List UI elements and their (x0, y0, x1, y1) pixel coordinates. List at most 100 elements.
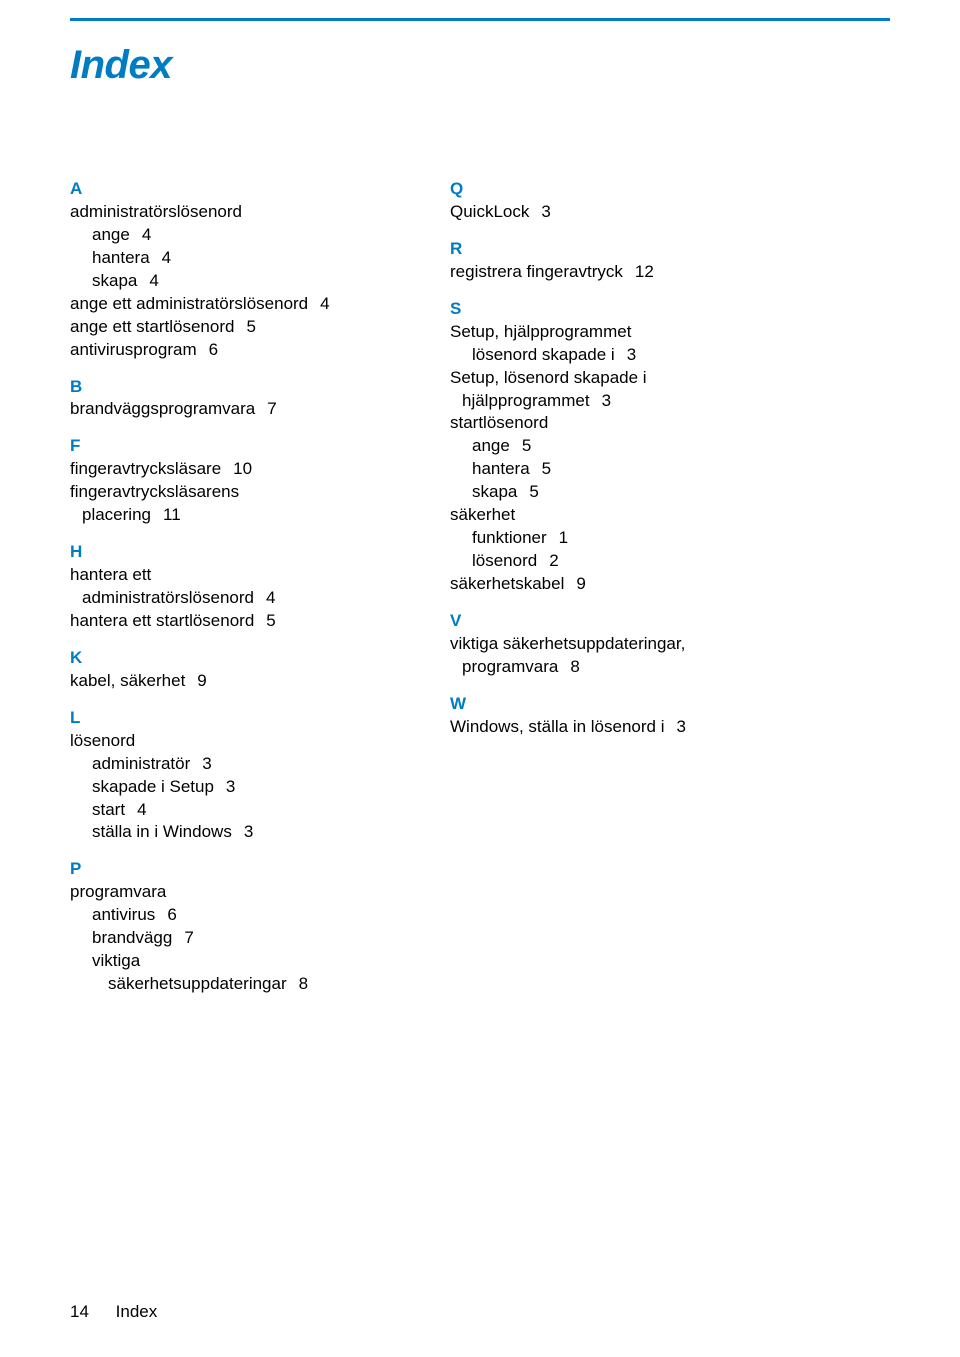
index-letter: W (450, 693, 770, 716)
index-entry-text: säkerhetsuppdateringar (108, 974, 287, 993)
index-entry-text: skapa (92, 271, 137, 290)
index-entry: skapade i Setup 3 (70, 776, 390, 799)
index-entry-page: 4 (266, 588, 275, 607)
index-entry-page: 9 (576, 574, 585, 593)
index-columns: Aadministratörslösenordange4hantera4skap… (70, 178, 890, 996)
index-entry-page: 9 (197, 671, 206, 690)
index-entry-text: administratörslösenord (70, 202, 242, 221)
index-entry-text: antivirusprogram (70, 340, 197, 359)
index-entry-text: kabel, säkerhet (70, 671, 185, 690)
index-entry: ange 4 (70, 224, 390, 247)
index-letter: R (450, 238, 770, 261)
index-entry-text: registrera fingeravtryck (450, 262, 623, 281)
index-entry: fingeravtrycksläsare10 (70, 458, 390, 481)
index-entry: administratör3 (70, 753, 390, 776)
index-entry-text: fingeravtrycksläsare (70, 459, 221, 478)
index-entry: skapa 5 (450, 481, 770, 504)
index-entry-text: start (92, 800, 125, 819)
index-entry-text: säkerhetskabel (450, 574, 564, 593)
index-entry-text: Windows, ställa in lösenord i (450, 717, 664, 736)
index-entry-text: hantera ett (70, 565, 151, 584)
index-entry: placering 11 (70, 504, 390, 527)
index-entry-page: 5 (246, 317, 255, 336)
index-letter: K (70, 647, 390, 670)
index-entry: antivirusprogram 6 (70, 339, 390, 362)
index-entry-text: skapade i Setup (92, 777, 214, 796)
footer-label: Index (116, 1302, 158, 1321)
index-letter: B (70, 376, 390, 399)
index-entry: ange ett administratörslösenord 4 (70, 293, 390, 316)
index-entry-text: hjälpprogrammet (450, 391, 590, 410)
index-entry-text: Setup, lösenord skapade i (450, 368, 647, 387)
index-letter: S (450, 298, 770, 321)
index-entry-page: 8 (299, 974, 308, 993)
index-entry-page: 3 (541, 202, 550, 221)
index-entry-text: brandväggsprogramvara (70, 399, 255, 418)
index-entry-page: 3 (202, 754, 211, 773)
index-entry-text: hantera (92, 248, 150, 267)
index-entry: brandvägg 7 (70, 927, 390, 950)
index-entry-text: lösenord (472, 551, 537, 570)
index-entry: programvara8 (450, 656, 770, 679)
index-entry-text: startlösenord (450, 413, 548, 432)
index-entry-text: placering (70, 505, 151, 524)
index-entry: lösenord 2 (450, 550, 770, 573)
index-entry-page: 7 (184, 928, 193, 947)
index-entry-text: viktiga säkerhetsuppdateringar, (450, 634, 685, 653)
index-entry-text: hantera (472, 459, 530, 478)
index-entry-page: 5 (542, 459, 551, 478)
index-entry: säkerhetskabel 9 (450, 573, 770, 596)
index-entry-page: 4 (142, 225, 151, 244)
index-entry-text: ange (92, 225, 130, 244)
index-entry: administratörslösenord4 (70, 587, 390, 610)
index-entry-text: ställa in i Windows (92, 822, 232, 841)
index-letter: P (70, 858, 390, 881)
index-entry-page: 4 (320, 294, 329, 313)
index-entry-page: 6 (167, 905, 176, 924)
index-entry: startlösenord (450, 412, 770, 435)
index-entry-page: 5 (529, 482, 538, 501)
index-entry: Setup, lösenord skapade i (450, 367, 770, 390)
index-entry: start 4 (70, 799, 390, 822)
index-entry-text: ange ett administratörslösenord (70, 294, 308, 313)
index-entry: lösenord (70, 730, 390, 753)
index-entry-page: 4 (137, 800, 146, 819)
index-entry: viktiga säkerhetsuppdateringar, (450, 633, 770, 656)
footer: 14 Index (70, 1302, 157, 1322)
index-entry: hantera ett (70, 564, 390, 587)
index-entry-page: 5 (266, 611, 275, 630)
index-entry: fingeravtrycksläsarens (70, 481, 390, 504)
index-entry-page: 2 (549, 551, 558, 570)
index-entry-page: 4 (162, 248, 171, 267)
index-entry-page: 12 (635, 262, 654, 281)
index-entry-text: säkerhet (450, 505, 515, 524)
index-entry: brandväggsprogramvara 7 (70, 398, 390, 421)
index-entry: viktiga (70, 950, 390, 973)
index-entry-text: QuickLock (450, 202, 529, 221)
index-letter: A (70, 178, 390, 201)
index-entry: hjälpprogrammet 3 (450, 390, 770, 413)
index-column-2: QQuickLock3Rregistrera fingeravtryck12SS… (450, 178, 770, 996)
index-entry-page: 8 (570, 657, 579, 676)
index-entry-text: brandvägg (92, 928, 172, 947)
index-entry: säkerhet (450, 504, 770, 527)
page-title: Index (70, 43, 890, 88)
top-rule (70, 18, 890, 21)
index-entry: lösenord skapade i3 (450, 344, 770, 367)
index-letter: H (70, 541, 390, 564)
index-entry-page: 3 (226, 777, 235, 796)
index-entry-text: ange ett startlösenord (70, 317, 234, 336)
index-letter: V (450, 610, 770, 633)
index-entry-page: 7 (267, 399, 276, 418)
index-entry-text: hantera ett startlösenord (70, 611, 254, 630)
index-entry-text: funktioner (472, 528, 547, 547)
index-entry-page: 3 (627, 345, 636, 364)
index-entry: Setup, hjälpprogrammet (450, 321, 770, 344)
index-entry-text: skapa (472, 482, 517, 501)
index-entry-page: 11 (163, 505, 181, 524)
index-entry-page: 3 (602, 391, 611, 410)
index-entry-page: 6 (209, 340, 218, 359)
index-entry: programvara (70, 881, 390, 904)
index-entry: hantera ett startlösenord 5 (70, 610, 390, 633)
index-entry-page: 3 (244, 822, 253, 841)
